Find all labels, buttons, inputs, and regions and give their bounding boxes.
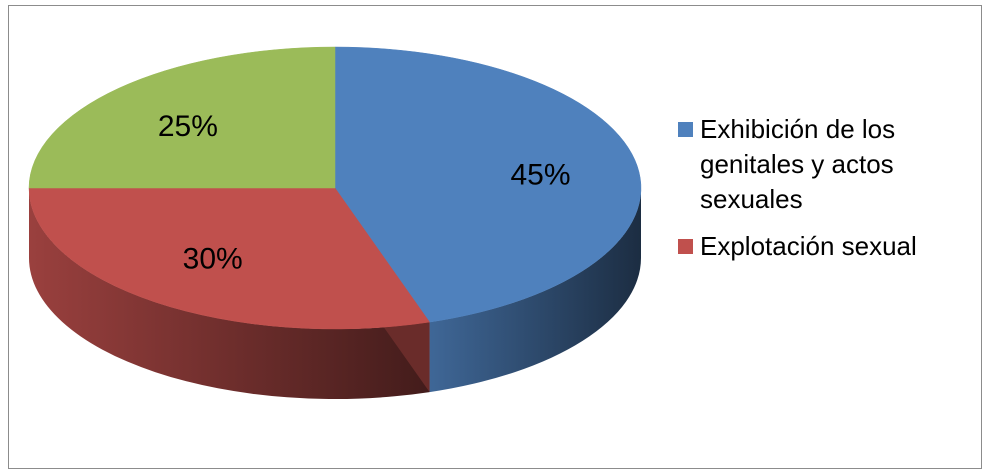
data-label-1: 30% bbox=[183, 243, 243, 276]
legend-item-explotacion: Explotación sexual bbox=[678, 229, 978, 264]
legend-swatch-blue bbox=[678, 122, 693, 137]
data-label-0: 45% bbox=[510, 158, 570, 191]
pie-slice-0 bbox=[334, 46, 642, 323]
legend-swatch-red bbox=[678, 239, 693, 254]
legend-label-exhibicion: Exhibición de los genitales y actos sexu… bbox=[700, 114, 896, 214]
legend-item-exhibicion: Exhibición de los genitales y actos sexu… bbox=[678, 112, 978, 217]
data-label-2: 25% bbox=[158, 110, 218, 143]
pie-tops bbox=[28, 46, 642, 330]
pie-slice-2 bbox=[28, 46, 336, 189]
pie-side-1 bbox=[29, 188, 430, 399]
pie-data-labels: 45% 30% 25% bbox=[158, 110, 571, 276]
pie-slice-1 bbox=[28, 187, 430, 330]
legend: Exhibición de los genitales y actos sexu… bbox=[678, 112, 978, 276]
legend-label-explotacion: Explotación sexual bbox=[700, 231, 917, 261]
pie-side-0 bbox=[429, 188, 641, 393]
